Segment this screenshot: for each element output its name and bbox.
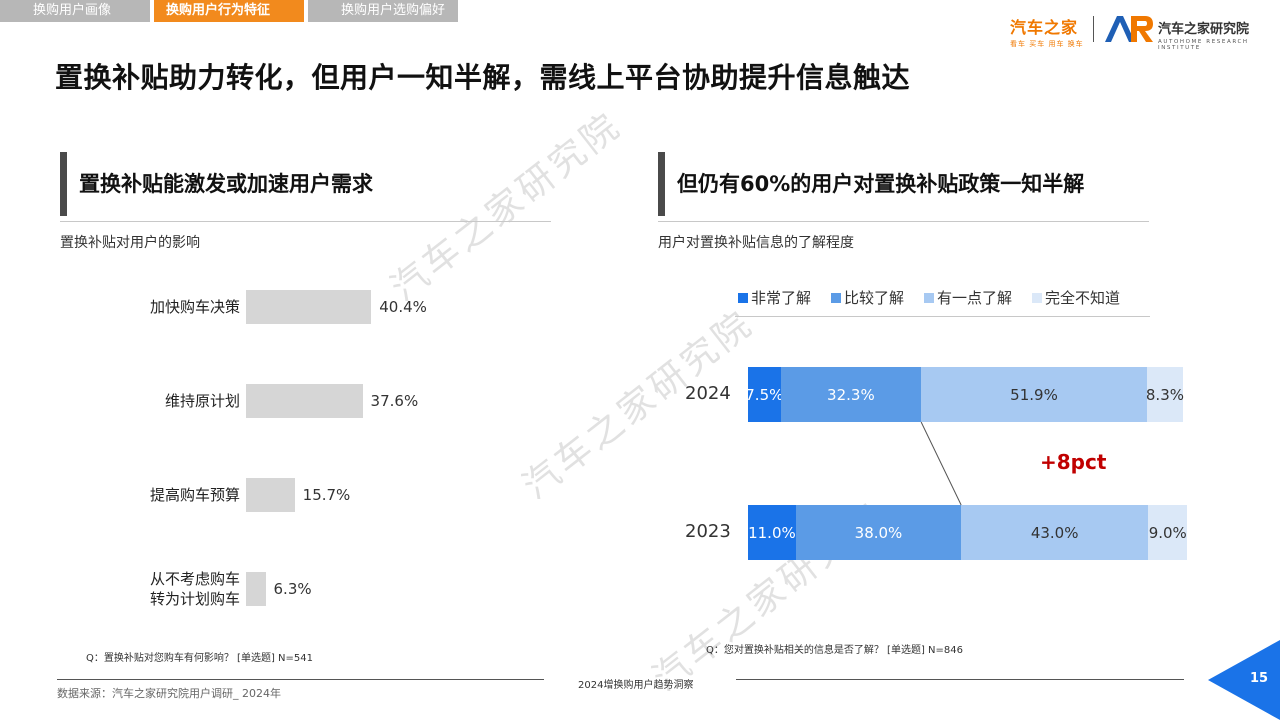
legend-swatch xyxy=(738,292,748,303)
bar-value-label: 40.4% xyxy=(379,298,427,316)
tab-user-profile[interactable]: 换购用户画像 xyxy=(0,0,150,22)
stacked-segment: 7.5% xyxy=(745,367,784,422)
report-name: 2024增换购用户趋势洞察 xyxy=(578,680,694,691)
bar-value-label: 6.3% xyxy=(273,580,312,598)
segment-value-label: 43.0% xyxy=(1030,523,1079,542)
logo-divider xyxy=(1093,16,1094,42)
right-heading-divider xyxy=(658,221,1149,222)
research-logo-sub: AUTOHOME RESEARCH INSTITUTE xyxy=(1158,39,1249,51)
bar xyxy=(246,384,363,418)
bar-category-label: 维持原计划 xyxy=(164,392,240,410)
tab-user-preference[interactable]: 换购用户选购偏好 xyxy=(308,0,458,22)
top-tabs: 换购用户画像 换购用户行为特征 换购用户选购偏好 xyxy=(0,0,458,22)
data-source-note: 数据来源：汽车之家研究院用户调研_ 2024年 xyxy=(57,687,281,700)
bar xyxy=(246,290,372,324)
page-title: 置换补贴助力转化，但用户一知半解，需线上平台协助提升信息触达 xyxy=(55,61,911,94)
bar-category-label: 从不考虑购车 转为计划购车 xyxy=(149,570,240,608)
footer-line-left xyxy=(57,679,544,680)
bar-category-label: 提高购车预算 xyxy=(149,486,240,504)
subsidy-impact-bar-chart: 加快购车决策 40.4% 维持原计划 37.6% 提高购车预算 15.7% 从不考虑购车 转为… xyxy=(60,270,540,630)
right-question-note: Q：您对置换补贴相关的信息是否了解？ [单选题] N=846 xyxy=(706,645,963,656)
stacked-segment: 38.0% xyxy=(795,505,962,560)
segment-value-label: 51.9% xyxy=(1010,385,1058,404)
connector-line-path xyxy=(920,421,962,506)
legend-swatch xyxy=(924,292,935,303)
bar-value-label: 15.7% xyxy=(302,486,351,504)
stacked-segment: 8.3% xyxy=(1145,367,1184,422)
page-number-badge-icon xyxy=(1208,640,1280,720)
segment-value-label: 32.3% xyxy=(827,385,875,404)
segment-value-label: 38.0% xyxy=(854,523,903,542)
legend-item: 有一点了解 xyxy=(924,287,1012,308)
legend-swatch xyxy=(1032,292,1043,303)
legend-label: 有一点了解 xyxy=(937,289,1013,307)
segment-value-label: 11.0% xyxy=(748,523,796,542)
stacked-segment: 9.0% xyxy=(1148,505,1188,560)
bar-value-label: 37.6% xyxy=(370,392,419,410)
legend-divider xyxy=(735,316,1150,317)
right-section-heading: 但仍有60%的用户对置换补贴政策一知半解 xyxy=(658,152,1084,216)
autohome-logo: 汽车之家 看车 买车 用车 换车 xyxy=(1010,14,1084,49)
autohome-logo-slogan: 看车 买车 用车 换车 xyxy=(1010,40,1084,48)
year-label: 2024 xyxy=(685,383,731,404)
segment-value-label: 7.5% xyxy=(745,385,784,404)
bar-category-label: 加快购车决策 xyxy=(149,298,240,316)
footer-line-right xyxy=(736,679,1184,680)
awareness-stacked-bar-chart: 2024 7.5% 32.3% 51.9% 8.3% 2023 11.0% 38.0% 43.0… xyxy=(670,330,1190,580)
legend-swatch xyxy=(831,292,842,303)
stacked-segment: 51.9% xyxy=(921,367,1147,422)
stacked-segment: 32.3% xyxy=(780,367,922,422)
right-chart-subtitle: 用户对置换补贴信息的了解程度 xyxy=(658,235,854,251)
left-section-heading: 置换补贴能激发或加速用户需求 xyxy=(60,152,373,216)
legend-item: 非常了解 xyxy=(738,287,811,308)
awareness-legend: 非常了解 比较了解 有一点了解 完全不知道 xyxy=(738,287,1120,308)
bar xyxy=(246,478,295,512)
left-chart-subtitle: 置换补贴对用户的影响 xyxy=(60,235,200,251)
delta-annotation: +8pct xyxy=(1040,450,1107,474)
bar xyxy=(246,572,266,606)
autohome-logo-name: 汽车之家 xyxy=(1010,18,1079,37)
legend-item: 完全不知道 xyxy=(1032,287,1120,308)
left-question-note: Q：置换补贴对您购车有何影响？ [单选题] N=541 xyxy=(86,653,313,664)
legend-label: 完全不知道 xyxy=(1045,289,1121,307)
stacked-segment: 11.0% xyxy=(748,505,796,560)
ar-logo-icon xyxy=(1105,16,1153,42)
legend-label: 比较了解 xyxy=(844,289,905,307)
tab-user-behavior[interactable]: 换购用户行为特征 xyxy=(154,0,304,22)
research-logo-name: 汽车之家研究院 xyxy=(1158,22,1250,37)
segment-value-label: 8.3% xyxy=(1145,385,1184,404)
page-number: 15 xyxy=(1250,671,1269,686)
stacked-segment: 43.0% xyxy=(961,505,1149,560)
left-heading-divider xyxy=(60,221,551,222)
legend-item: 比较了解 xyxy=(831,287,904,308)
research-logo: 汽车之家研究院 AUTOHOME RESEARCH INSTITUTE xyxy=(1158,18,1280,51)
segment-value-label: 9.0% xyxy=(1148,523,1187,542)
year-label: 2023 xyxy=(685,521,731,542)
legend-label: 非常了解 xyxy=(751,289,812,307)
